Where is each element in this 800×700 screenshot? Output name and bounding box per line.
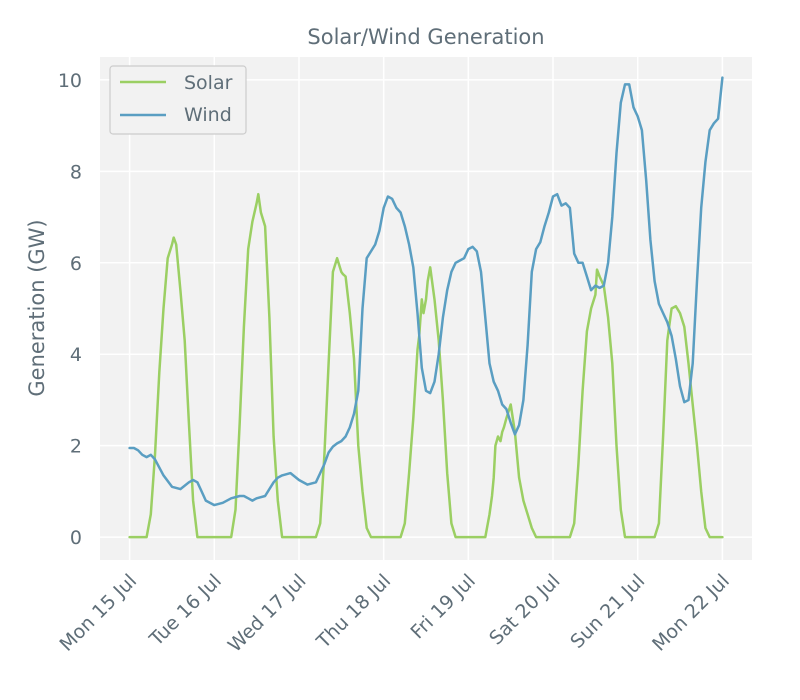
y-tick-label: 8	[70, 161, 82, 183]
x-tick-label: Sat 20 Jul	[485, 570, 564, 649]
x-tick-label: Sun 21 Jul	[566, 570, 649, 653]
x-tick-label: Tue 16 Jul	[145, 570, 226, 651]
x-tick-label: Wed 17 Jul	[224, 570, 311, 657]
y-tick-label: 10	[58, 70, 82, 92]
y-tick-labels: 0 2 4 6 8 10	[58, 70, 82, 549]
y-axis-label: Generation (GW)	[25, 219, 49, 396]
x-tick-label: Fri 19 Jul	[406, 570, 479, 643]
legend: Solar Wind	[109, 65, 247, 135]
series-lines	[128, 76, 724, 539]
grid	[100, 57, 752, 560]
x-tick-label: Mon 22 Jul	[648, 570, 734, 656]
x-tick-label: Thu 18 Jul	[312, 570, 395, 653]
legend-label-solar: Solar	[184, 72, 233, 94]
y-tick-label: 4	[70, 344, 82, 366]
series-line-wind	[128, 76, 724, 507]
chart-title: Solar/Wind Generation	[307, 25, 544, 49]
y-tick-label: 0	[70, 527, 82, 549]
legend-label-wind: Wind	[184, 104, 232, 126]
series-line-solar	[128, 192, 724, 539]
y-tick-label: 6	[70, 253, 82, 275]
x-tick-label: Mon 15 Jul	[55, 570, 141, 656]
y-tick-label: 2	[70, 436, 82, 458]
